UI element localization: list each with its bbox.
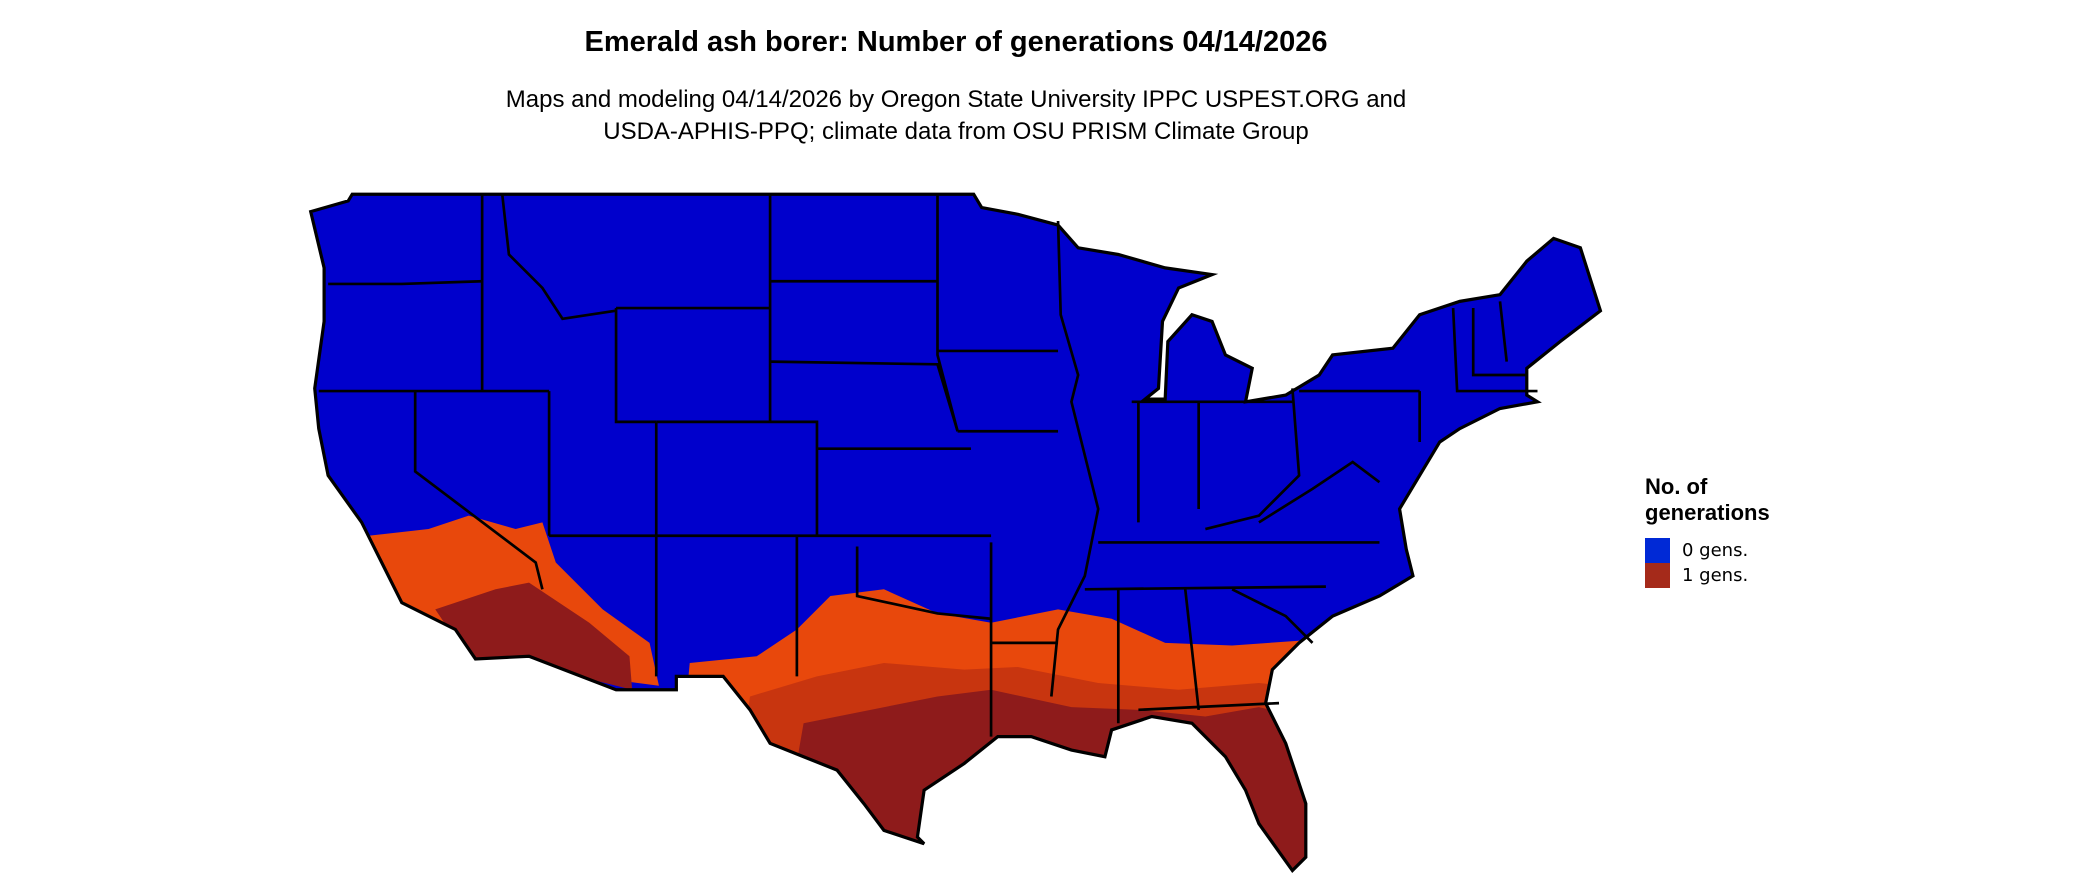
map-title: Emerald ash borer: Number of generations… — [584, 26, 1328, 58]
legend: No. of generations 0 gens. 1 gens. — [1645, 474, 1770, 588]
map-subtitle: Maps and modeling 04/14/2026 by Oregon S… — [0, 84, 1912, 148]
legend-item-1-gens: 1 gens. — [1645, 563, 1770, 588]
region-one-generation-south-dark — [776, 689, 1326, 871]
subtitle-line-2: USDA-APHIS-PPQ; climate data from OSU PR… — [603, 118, 1309, 145]
state-borders — [318, 194, 1538, 737]
legend-swatch-blue — [1645, 538, 1670, 563]
legend-item-0-gens: 0 gens. — [1645, 538, 1770, 563]
legend-label: 1 gens. — [1682, 565, 1749, 586]
region-zero-generations — [310, 194, 1601, 871]
us-outline — [308, 192, 1603, 874]
legend-swatch-red — [1645, 563, 1670, 588]
legend-title-line-2: generations — [1645, 500, 1770, 525]
region-one-generation-southwest-dark — [435, 582, 633, 690]
legend-label: 0 gens. — [1682, 540, 1749, 561]
legend-title: No. of generations — [1645, 474, 1770, 526]
legend-title-line-1: No. of — [1645, 474, 1708, 499]
subtitle-line-1: Maps and modeling 04/14/2026 by Oregon S… — [505, 86, 1407, 113]
